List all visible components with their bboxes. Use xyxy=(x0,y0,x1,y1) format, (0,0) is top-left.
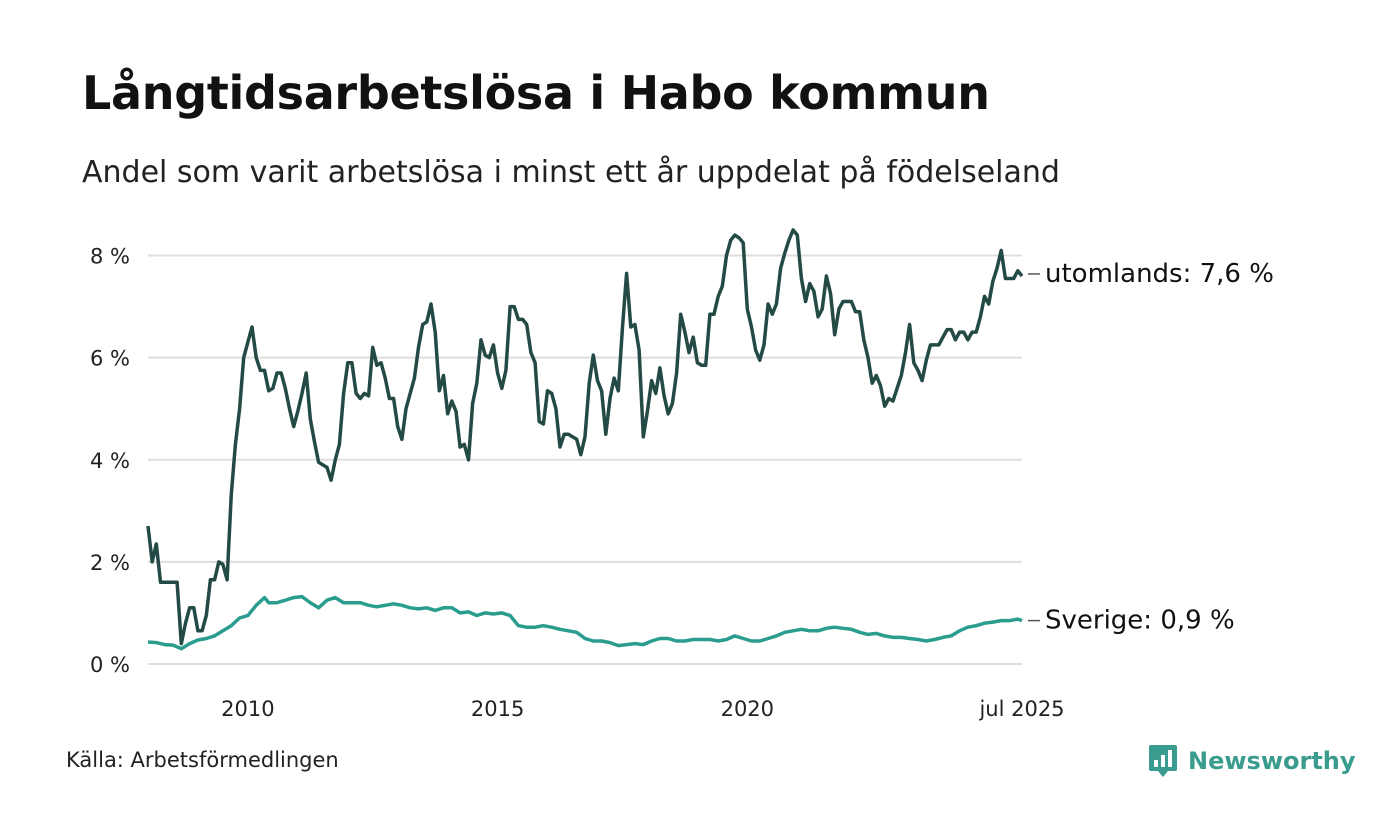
x-tick-label: 2010 xyxy=(221,697,274,721)
series-end-labels: utomlands: 7,6 % Sverige: 0,9 % xyxy=(1028,259,1274,636)
brand-name: Newsworthy xyxy=(1188,747,1356,775)
chart-title: Långtidsarbetslösa i Habo kommun xyxy=(82,66,990,120)
grid-lines xyxy=(148,254,1022,665)
y-axis: 0 % 2 % 4 % 6 % 8 % xyxy=(90,245,130,677)
bar-chart-bubble-icon xyxy=(1149,745,1177,777)
x-axis: 2010 2015 2020 jul 2025 xyxy=(221,697,1064,721)
y-tick-label: 4 % xyxy=(90,449,130,473)
source-note: Källa: Arbetsförmedlingen xyxy=(66,748,339,772)
y-tick-label: 2 % xyxy=(90,551,130,575)
series-label-utomlands: utomlands: 7,6 % xyxy=(1045,259,1274,289)
brand-logo: Newsworthy xyxy=(1148,743,1356,779)
x-tick-label: jul 2025 xyxy=(978,697,1064,721)
y-tick-label: 6 % xyxy=(90,347,130,371)
x-tick-label: 2020 xyxy=(721,697,774,721)
series-label-sverige: Sverige: 0,9 % xyxy=(1045,606,1235,636)
series-line-utomlands xyxy=(146,228,1024,646)
series-lines xyxy=(146,228,1024,651)
chart-subtitle: Andel som varit arbetslösa i minst ett å… xyxy=(82,155,1060,190)
x-tick-label: 2015 xyxy=(471,697,524,721)
y-tick-label: 0 % xyxy=(90,653,130,677)
series-line-sverige xyxy=(147,594,1023,651)
y-tick-label: 8 % xyxy=(90,245,130,269)
